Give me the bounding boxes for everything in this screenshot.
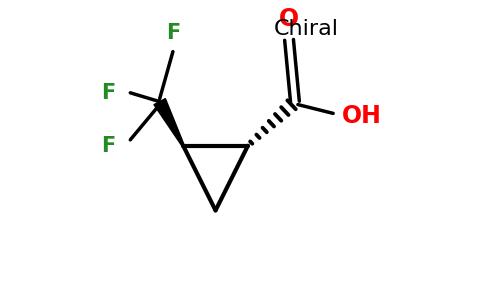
Text: OH: OH	[342, 104, 382, 128]
Text: F: F	[101, 136, 116, 156]
Polygon shape	[154, 99, 184, 146]
Text: Chiral: Chiral	[274, 19, 339, 39]
Text: F: F	[166, 23, 180, 43]
Text: F: F	[101, 83, 116, 103]
Text: O: O	[279, 7, 299, 31]
